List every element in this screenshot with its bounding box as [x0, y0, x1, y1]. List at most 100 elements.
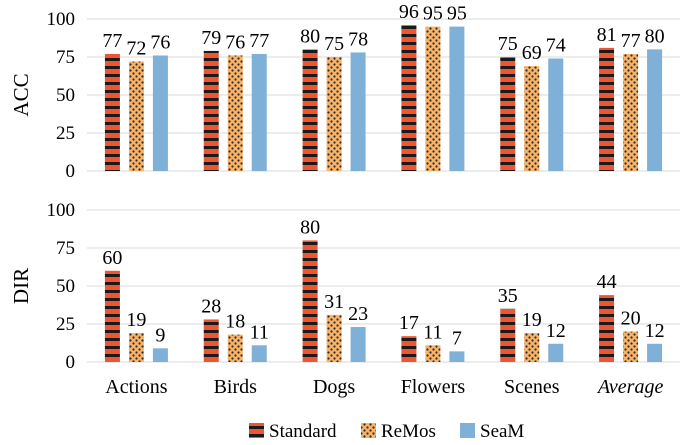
acc-data-label-seam: 76: [150, 31, 170, 53]
dir-data-label-seam: 7: [452, 327, 462, 349]
dir-data-label-seam: 23: [348, 303, 368, 325]
dir-data-label-remos: 31: [324, 291, 344, 313]
dir-data-label-remos: 19: [126, 309, 146, 331]
legend-swatch-remos: [361, 423, 376, 438]
category-label-average: Average: [596, 376, 664, 398]
acc-bar-remos-actions: [128, 61, 144, 172]
panel-dir: 0 25 50 75 100 DIR 60 28 80 17 35 44 19 18 31 11 19 20 9 11…: [9, 200, 680, 373]
dir-data-label-standard: 80: [300, 216, 320, 238]
acc-bar-seam-flowers: [449, 26, 465, 171]
acc-bar-standard-dogs: [302, 49, 318, 171]
dir-y-tick-label: 25: [56, 314, 75, 335]
dir-bar-remos-actions: [128, 333, 144, 362]
acc-data-label-seam: 95: [447, 3, 467, 25]
acc-bar-remos-birds: [227, 55, 243, 172]
acc-y-tick-label: 50: [56, 85, 75, 106]
dir-data-label-seam: 12: [546, 320, 566, 342]
acc-bar-seam-birds: [251, 53, 267, 171]
dir-data-label-seam: 11: [250, 321, 269, 343]
acc-y-axis-label: ACC: [9, 73, 33, 116]
dir-bar-standard-flowers: [401, 336, 417, 362]
acc-bar-standard-average: [599, 47, 615, 171]
acc-bar-remos-scenes: [524, 66, 540, 171]
acc-data-label-seam: 74: [546, 35, 566, 57]
dir-bar-seam-flowers: [449, 351, 465, 362]
dir-bar-standard-scenes: [500, 308, 516, 362]
legend-label-seam: SeaM: [480, 421, 524, 442]
dir-bar-seam-scenes: [548, 343, 564, 362]
acc-bar-seam-average: [647, 49, 663, 171]
dir-data-label-seam: 9: [155, 324, 165, 346]
dir-data-label-standard: 60: [102, 247, 122, 269]
dir-data-label-seam: 12: [645, 320, 665, 342]
category-axis: Actions Birds Dogs Flowers Scenes Average: [105, 376, 663, 398]
legend-label-remos: ReMos: [381, 421, 436, 442]
dir-data-label-standard: 17: [399, 312, 419, 334]
dir-bar-standard-average: [599, 295, 615, 362]
legend-swatch-seam: [460, 423, 475, 438]
acc-data-label-standard: 81: [597, 24, 617, 46]
dir-bar-standard-actions: [104, 270, 120, 362]
acc-data-label-remos: 77: [621, 30, 641, 52]
acc-data-label-remos: 72: [126, 38, 146, 60]
category-label-scenes: Scenes: [504, 376, 560, 398]
dir-y-tick-label: 75: [56, 238, 75, 259]
dir-data-label-remos: 20: [621, 308, 641, 330]
dir-bar-remos-flowers: [425, 345, 441, 362]
dir-bar-seam-actions: [152, 348, 168, 362]
dir-data-label-remos: 11: [423, 321, 442, 343]
acc-bar-remos-flowers: [425, 26, 441, 171]
acc-data-label-standard: 77: [102, 30, 122, 52]
dir-y-axis-label: DIR: [9, 268, 33, 304]
acc-data-label-remos: 75: [324, 33, 344, 55]
acc-y-tick-label: 25: [56, 123, 75, 144]
acc-data-label-seam: 77: [249, 30, 269, 52]
dir-bar-seam-birds: [251, 345, 267, 362]
acc-bar-seam-scenes: [548, 58, 564, 171]
acc-bar-standard-actions: [104, 53, 120, 171]
dir-bar-standard-birds: [203, 319, 219, 362]
dir-data-label-standard: 35: [498, 285, 518, 307]
acc-bar-remos-average: [623, 53, 639, 171]
dir-bar-remos-scenes: [524, 333, 540, 362]
acc-bar-remos-dogs: [326, 57, 342, 171]
category-label-flowers: Flowers: [401, 376, 466, 398]
dir-data-label-remos: 19: [522, 309, 542, 331]
acc-data-label-remos: 69: [522, 42, 542, 64]
acc-y-tick-label: 100: [47, 9, 76, 30]
dir-bar-standard-dogs: [302, 240, 318, 362]
acc-data-label-remos: 76: [225, 31, 245, 53]
dir-bar-remos-average: [623, 331, 639, 362]
acc-bar-standard-birds: [203, 50, 219, 171]
dir-bar-seam-average: [647, 343, 663, 362]
dir-y-tick-label: 0: [66, 352, 76, 373]
acc-data-label-standard: 75: [498, 33, 518, 55]
acc-bar-seam-actions: [152, 55, 168, 172]
category-label-birds: Birds: [214, 376, 258, 398]
category-label-actions: Actions: [105, 376, 167, 398]
acc-data-label-standard: 79: [201, 27, 221, 49]
acc-bar-standard-flowers: [401, 25, 417, 171]
dir-bar-seam-dogs: [350, 327, 366, 362]
acc-data-label-standard: 80: [300, 25, 320, 47]
dir-y-tick-label: 100: [47, 200, 76, 221]
dir-data-label-remos: 18: [225, 311, 245, 333]
acc-data-label-standard: 96: [399, 1, 419, 23]
dir-data-label-standard: 28: [201, 295, 221, 317]
category-label-dogs: Dogs: [313, 376, 355, 398]
legend: Standard ReMos SeaM: [249, 421, 524, 442]
acc-bar-seam-dogs: [350, 52, 366, 171]
dir-bar-remos-dogs: [326, 314, 342, 362]
acc-data-label-seam: 78: [348, 28, 368, 50]
dir-bar-remos-birds: [227, 334, 243, 362]
dir-data-label-standard: 44: [597, 271, 617, 293]
dir-y-tick-label: 50: [56, 276, 75, 297]
legend-label-standard: Standard: [269, 421, 337, 442]
acc-bar-standard-scenes: [500, 57, 516, 171]
legend-swatch-standard: [249, 423, 264, 438]
acc-data-label-seam: 80: [645, 25, 665, 47]
acc-y-tick-label: 75: [56, 47, 75, 68]
